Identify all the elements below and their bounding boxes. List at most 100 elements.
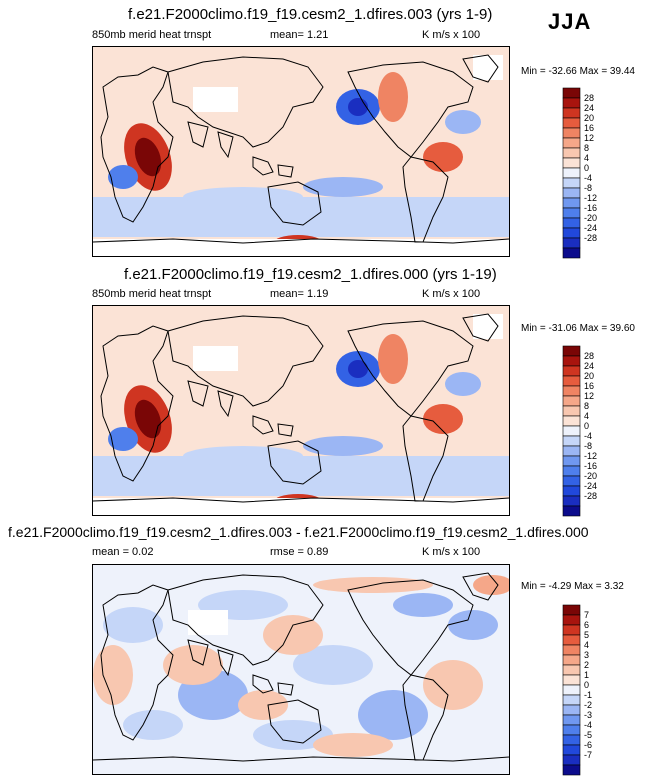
colorbar-tick-label: 24 <box>584 103 594 113</box>
missing-data <box>93 239 509 256</box>
colorbar-tick-label: -5 <box>584 730 592 740</box>
panel-2-colorbar: 28 24 20 16 12 8 4 0 -4 -8 -12 -16 -20 -24 -28 <box>562 345 623 518</box>
panel-1-variable-label: 850mb merid heat trnspt <box>92 29 212 41</box>
colorbar-tick-label: 4 <box>584 411 589 421</box>
contour-region <box>263 615 323 655</box>
contour-region <box>445 110 481 134</box>
contour-region <box>134 137 162 177</box>
contour-region <box>445 372 481 396</box>
colorbar-swatch <box>562 217 581 229</box>
colorbar-swatch <box>562 385 581 397</box>
coastlines <box>93 572 509 762</box>
colorbar-tick-label: -1 <box>584 690 592 700</box>
colorbar-swatch <box>562 107 581 119</box>
colorbar-swatch <box>562 157 581 169</box>
colorbar-swatch <box>562 744 581 756</box>
colorbar-tick-label: 5 <box>584 630 589 640</box>
colorbar-swatch <box>562 475 581 487</box>
contour-region <box>183 187 303 207</box>
colorbar-swatch <box>562 405 581 417</box>
colorbar-swatch <box>562 455 581 467</box>
colorbar-swatch <box>562 127 581 139</box>
missing-data <box>473 55 503 80</box>
colorbar-tick-label: 16 <box>584 123 594 133</box>
colorbar-swatch <box>562 97 581 109</box>
contour-region <box>103 607 163 643</box>
colorbar-tick-label: -24 <box>584 481 597 491</box>
colorbar-tick-label: -4 <box>584 720 592 730</box>
colorbar-tick-label: -28 <box>584 491 597 501</box>
colorbar-tick-label: -4 <box>584 173 592 183</box>
colorbar-tick-label: 0 <box>584 163 589 173</box>
colorbar-swatch <box>562 764 581 776</box>
contour-region <box>378 72 408 122</box>
colorbar-swatch <box>562 505 581 517</box>
colorbar-swatch <box>562 87 581 99</box>
colorbar-swatch <box>562 365 581 377</box>
panel-1-units: K m/s x 100 <box>422 29 481 41</box>
contour-region <box>348 360 368 378</box>
missing-data <box>473 314 503 339</box>
colorbar-tick-label: 20 <box>584 113 594 123</box>
colorbar-tick-label: 0 <box>584 421 589 431</box>
colorbar-swatch <box>562 495 581 507</box>
panel-3-mean: mean = 0.02 <box>92 546 154 558</box>
colorbar-swatch <box>562 674 581 686</box>
contour-region <box>93 197 509 237</box>
colorbar-tick-label: -20 <box>584 471 597 481</box>
colorbar-tick-label: 3 <box>584 650 589 660</box>
missing-data <box>193 87 238 112</box>
contour-region <box>108 427 138 451</box>
colorbar-tick-label: 24 <box>584 361 594 371</box>
colorbar-swatch <box>562 227 581 239</box>
colorbar-swatch <box>562 614 581 626</box>
colorbar-swatch <box>562 425 581 437</box>
colorbar-tick-label: -20 <box>584 213 597 223</box>
colorbar-swatch <box>562 345 581 357</box>
colorbar-swatch <box>562 624 581 636</box>
colorbar-tick-label: 8 <box>584 143 589 153</box>
contour-region <box>163 645 223 685</box>
colorbar-swatch <box>562 355 581 367</box>
contour-region <box>293 645 373 685</box>
contour-region <box>448 610 498 640</box>
colorbar-swatch <box>562 465 581 477</box>
colorbar-tick-label: -28 <box>584 233 597 243</box>
panel-1-mean: mean= 1.21 <box>270 29 329 41</box>
colorbar-tick-label: 7 <box>584 610 589 620</box>
contour-region <box>423 404 463 434</box>
panel-3-minmax: Min = -4.29 Max = 3.32 <box>521 581 624 592</box>
colorbar-swatch <box>562 187 581 199</box>
panel-2-title: f.e21.F2000climo.f19_f19.cesm2_1.dfires.… <box>124 266 497 283</box>
colorbar-tick-label: 2 <box>584 660 589 670</box>
colorbar-tick-label: 8 <box>584 401 589 411</box>
panel-3-colorbar: 7 6 5 4 3 2 1 0 -1 -2 -3 -4 -5 -6 -7 <box>562 604 623 777</box>
contour-region <box>313 733 393 757</box>
colorbar-swatch <box>562 684 581 696</box>
contour-region <box>93 456 509 496</box>
colorbar-tick-label: 0 <box>584 680 589 690</box>
colorbar-swatch <box>562 654 581 666</box>
colorbar-swatch <box>562 694 581 706</box>
contour-region <box>303 177 383 197</box>
contour-region <box>423 142 463 172</box>
contour-region <box>358 690 428 740</box>
colorbar-swatch <box>562 445 581 457</box>
contour-region <box>303 436 383 456</box>
contour-region <box>183 446 303 466</box>
contour-region <box>423 660 483 710</box>
panel-3-title: f.e21.F2000climo.f19_f19.cesm2_1.dfires.… <box>8 524 589 540</box>
coastlines <box>93 313 509 503</box>
contour-region <box>238 690 288 720</box>
colorbar-swatch <box>562 197 581 209</box>
colorbar-tick-label: 4 <box>584 153 589 163</box>
colorbar-tick-label: 20 <box>584 371 594 381</box>
colorbar-swatch <box>562 754 581 766</box>
colorbar-tick-label: -7 <box>584 750 592 760</box>
colorbar-tick-label: -16 <box>584 461 597 471</box>
panel-1-map <box>92 46 510 257</box>
missing-data <box>93 498 509 515</box>
colorbar-tick-label: 28 <box>584 93 594 103</box>
colorbar-swatch <box>562 704 581 716</box>
contour-region <box>134 399 162 439</box>
